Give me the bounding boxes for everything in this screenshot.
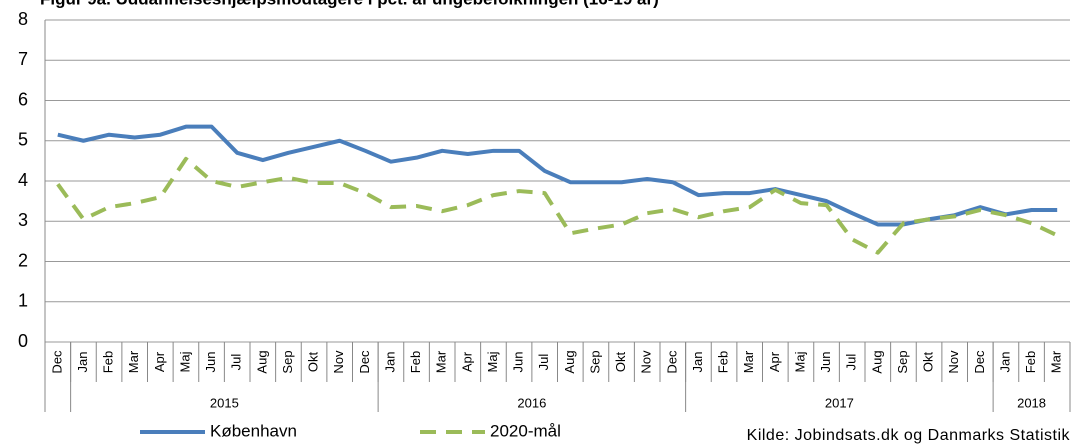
x-tick-label: Okt <box>921 352 936 373</box>
x-tick-label: Aug <box>562 350 577 373</box>
x-tick-label: Mar <box>434 350 449 373</box>
x-tick-label: Nov <box>331 350 346 374</box>
x-tick-label: Mar <box>741 350 756 373</box>
y-tick-label: 8 <box>18 9 28 29</box>
x-tick-label: Okt <box>613 352 628 373</box>
x-tick-label: Jun <box>511 352 526 373</box>
series-line <box>57 124 1058 227</box>
x-tick-label: Feb <box>716 351 731 373</box>
x-tick-label: Apr <box>459 351 474 372</box>
y-tick-label: 3 <box>18 210 28 230</box>
y-tick-label: 6 <box>18 89 28 109</box>
x-tick-label: Feb <box>408 351 423 373</box>
source: Kilde: Jobindsats.dk og Danmarks Statist… <box>747 427 1071 444</box>
x-tick-label: Maj <box>485 351 500 372</box>
x-tick-label: Mar <box>1049 350 1064 373</box>
x-tick-label: Sep <box>587 350 602 373</box>
x-tick-label: Feb <box>101 351 116 373</box>
year-label: 2015 <box>210 395 239 410</box>
x-tick-label: Dec <box>972 350 987 374</box>
x-tick-label: Jul <box>229 354 244 371</box>
x-tick-label: Apr <box>767 351 782 372</box>
x-tick-label: Jun <box>818 352 833 373</box>
y-tick-label: 1 <box>18 291 28 311</box>
y-tick-label: 7 <box>18 49 28 69</box>
x-tick-label: Jun <box>203 352 218 373</box>
x-tick-label: Jan <box>382 352 397 373</box>
chart-title: Figur 9a. Uddannelseshjælpsmodtagere i p… <box>40 0 659 8</box>
year-label: 2017 <box>825 395 854 410</box>
x-tick-label: Jul <box>844 354 859 371</box>
x-tick-label: Maj <box>177 351 192 372</box>
x-tick-label: Aug <box>869 350 884 373</box>
x-tick-label: Apr <box>152 351 167 372</box>
x-tick-label: Feb <box>1023 351 1038 373</box>
year-label: 2016 <box>517 395 546 410</box>
y-tick-label: 0 <box>18 331 28 351</box>
x-tick-label: Jul <box>536 354 551 371</box>
x-tick-label: Maj <box>792 351 807 372</box>
x-tick-label: Sep <box>280 350 295 373</box>
series-line <box>56 156 1059 255</box>
x-tick-label: Sep <box>895 350 910 373</box>
x-tick-label: Dec <box>357 350 372 374</box>
x-tick-label: Nov <box>639 350 654 374</box>
y-tick-label: 5 <box>18 130 28 150</box>
x-tick-label: Nov <box>946 350 961 374</box>
x-tick-label: Mar <box>126 350 141 373</box>
x-tick-label: Dec <box>664 350 679 374</box>
x-tick-label: Jan <box>75 352 90 373</box>
legend-label: 2020-mål <box>490 421 561 440</box>
x-tick-label: Dec <box>49 350 64 374</box>
legend-label: København <box>210 421 297 440</box>
year-label: 2018 <box>1017 395 1046 410</box>
y-tick-label: 2 <box>18 250 28 270</box>
x-tick-label: Jan <box>997 352 1012 373</box>
x-tick-label: Okt <box>306 352 321 373</box>
y-tick-label: 4 <box>18 170 28 190</box>
x-tick-label: Aug <box>254 350 269 373</box>
x-tick-label: Jan <box>690 352 705 373</box>
